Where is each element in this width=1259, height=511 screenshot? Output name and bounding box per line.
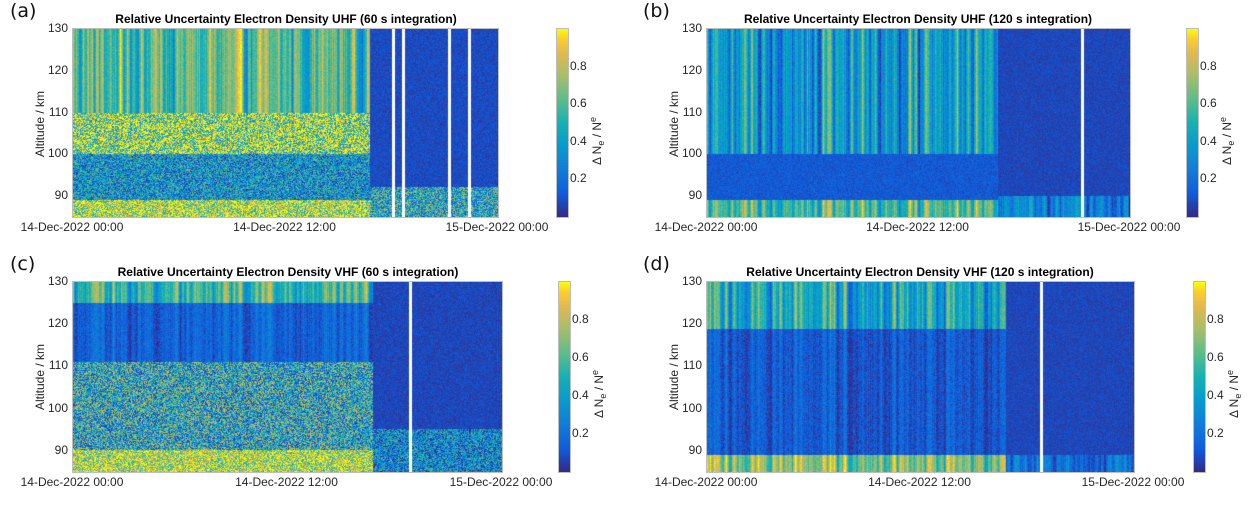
y-tick-label: 120: [681, 62, 702, 77]
heatmap-plot-area: [72, 28, 499, 218]
colorbar-tick-label: 0.4: [1200, 133, 1217, 148]
x-tick-label: 14-Dec-2022 00:00: [20, 475, 124, 489]
heatmap-image: [73, 282, 502, 472]
x-tick-label: 15-Dec-2022 00:00: [449, 475, 553, 489]
colorbar: [558, 281, 571, 473]
colorbar-tick-label: 0.6: [570, 96, 587, 111]
colorbar-tick-label: 0.2: [1200, 171, 1217, 186]
colorbar-label: Δ Ne / Ne: [590, 369, 608, 418]
y-tick-label: 90: [54, 188, 68, 203]
panel-label: (d): [643, 253, 670, 275]
colorbar-tick-label: 0.2: [1207, 426, 1224, 440]
y-tick-label: 130: [47, 274, 68, 288]
colorbar-gradient: [1187, 29, 1198, 217]
y-tick-label: 90: [54, 442, 68, 457]
y-tick-label: 100: [47, 146, 68, 161]
heatmap-plot-area: [72, 281, 503, 473]
x-tick-label: 14-Dec-2022 12:00: [233, 220, 336, 234]
x-tick-label: 14-Dec-2022 12:00: [868, 475, 971, 489]
heatmap-image: [707, 29, 1130, 217]
chart-title: Relative Uncertainty Electron Density VH…: [117, 265, 459, 279]
y-tick-label: 130: [47, 21, 68, 35]
chart-title: Relative Uncertainty Electron Density UH…: [115, 12, 457, 26]
y-tick-label: 100: [681, 400, 702, 415]
colorbar: [1193, 281, 1206, 473]
x-tick-label: 14-Dec-2022 12:00: [235, 475, 338, 489]
y-tick-label: 120: [47, 62, 68, 77]
colorbar-tick-label: 0.8: [1207, 312, 1224, 326]
y-tick-label: 100: [681, 146, 702, 161]
colorbar-label: Δ Ne / Ne: [1218, 116, 1236, 165]
colorbar-tick-label: 0.6: [1200, 96, 1217, 111]
panel-label: (c): [10, 253, 36, 275]
colorbar: [556, 28, 569, 218]
colorbar-tick-label: 0.6: [1207, 350, 1224, 364]
y-tick-label: 110: [48, 104, 68, 119]
colorbar-tick-label: 0.8: [570, 58, 587, 73]
colorbar-tick-label: 0.8: [1200, 58, 1217, 73]
colorbar-tick-label: 0.4: [570, 133, 587, 148]
y-tick-label: 110: [48, 358, 68, 373]
y-tick-label: 90: [688, 442, 702, 457]
y-tick-label: 110: [682, 358, 702, 373]
heatmap-plot-area: [706, 281, 1135, 473]
chart-title: Relative Uncertainty Electron Density VH…: [746, 265, 1094, 279]
panel-label: (a): [10, 0, 37, 22]
colorbar-gradient: [557, 29, 568, 217]
colorbar-label: Δ Ne / Ne: [1225, 369, 1243, 418]
colorbar-label: Δ Ne / Ne: [588, 116, 606, 165]
y-tick-label: 120: [681, 316, 702, 331]
colorbar-tick-label: 0.6: [572, 350, 589, 364]
colorbar-tick-label: 0.4: [572, 388, 589, 402]
panel-label: (b): [643, 0, 670, 22]
colorbar: [1186, 28, 1199, 218]
x-tick-label: 14-Dec-2022 00:00: [654, 475, 758, 489]
colorbar-gradient: [1194, 282, 1205, 472]
y-tick-label: 90: [688, 188, 702, 203]
colorbar-tick-label: 0.4: [1207, 388, 1224, 402]
y-tick-label: 130: [681, 21, 702, 35]
heatmap-image: [73, 29, 498, 217]
y-tick-label: 100: [47, 400, 68, 415]
x-tick-label: 15-Dec-2022 00:00: [1077, 220, 1181, 234]
x-tick-label: 15-Dec-2022 00:00: [445, 220, 549, 234]
y-tick-label: 130: [681, 274, 702, 288]
chart-title: Relative Uncertainty Electron Density UH…: [743, 12, 1093, 26]
x-tick-label: 14-Dec-2022 12:00: [866, 220, 969, 234]
colorbar-gradient: [559, 282, 570, 472]
heatmap-image: [707, 282, 1134, 472]
x-tick-label: 14-Dec-2022 00:00: [20, 220, 124, 234]
colorbar-tick-label: 0.2: [572, 426, 589, 440]
x-tick-label: 14-Dec-2022 00:00: [654, 220, 758, 234]
x-tick-label: 15-Dec-2022 00:00: [1081, 475, 1185, 489]
colorbar-tick-label: 0.8: [572, 312, 589, 326]
y-tick-label: 120: [47, 316, 68, 331]
colorbar-tick-label: 0.2: [570, 171, 587, 186]
heatmap-plot-area: [706, 28, 1131, 218]
y-tick-label: 110: [682, 104, 702, 119]
